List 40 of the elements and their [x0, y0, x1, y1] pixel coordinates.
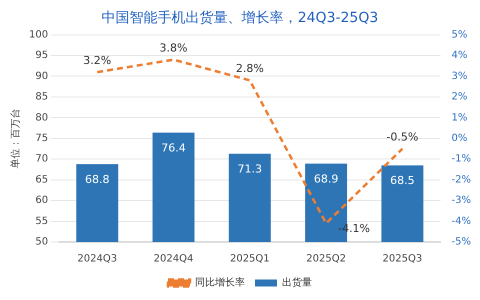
x-tick-label: 2025Q2: [306, 254, 346, 265]
y-axis-title: 单位：百万台: [10, 108, 22, 168]
data-label: 71.3: [238, 162, 262, 176]
y-tick-label: 85: [35, 92, 48, 103]
y-tick-label: 50: [35, 236, 48, 248]
x-tick-label: 2024Q3: [77, 254, 118, 265]
y2-tick-label: 1%: [452, 112, 468, 124]
y-tick-label: 80: [35, 112, 48, 124]
legend-label: 出货量: [282, 276, 312, 289]
x-tick-label: 2025Q3: [382, 254, 422, 265]
y2-tick-label: -5%: [452, 236, 472, 248]
y-tick-label: 60: [35, 195, 48, 206]
y2-tick-label: -2%: [452, 174, 472, 186]
data-label: 3.8%: [160, 42, 188, 55]
y-tick-label: 100: [28, 29, 48, 40]
y2-tick-label: 0%: [452, 132, 468, 144]
y2-tick-label: -1%: [452, 154, 472, 165]
data-label: 2.8%: [236, 62, 264, 76]
y-tick-label: 70: [35, 154, 48, 165]
data-label: 68.5: [390, 174, 415, 188]
data-label: 68.8: [84, 172, 110, 186]
y2-tick-label: 4%: [452, 50, 468, 62]
data-label: 68.9: [314, 172, 338, 186]
y2-tick-label: 2%: [452, 92, 468, 103]
y2-tick-label: -3%: [452, 195, 472, 206]
y-tick-label: 90: [35, 70, 48, 82]
y-tick-label: 55: [35, 216, 48, 227]
data-label: -0.5%: [386, 130, 418, 144]
chart-title: 中国智能手机出货量、增长率，24Q3-25Q3: [102, 10, 378, 26]
data-label: 3.2%: [83, 54, 112, 67]
y-tick-label: 65: [35, 174, 48, 186]
y2-tick-label: 5%: [452, 29, 468, 40]
y2-tick-label: 3%: [452, 70, 468, 82]
x-tick-label: 2025Q1: [230, 254, 270, 265]
y-tick-label: 75: [35, 132, 48, 144]
y2-tick-label: -4%: [452, 216, 472, 227]
y-tick-label: 95: [35, 50, 48, 62]
data-label: 76.4: [161, 141, 186, 154]
legend-label: 同比增长率: [195, 276, 245, 289]
x-tick-label: 2024Q4: [154, 254, 194, 265]
